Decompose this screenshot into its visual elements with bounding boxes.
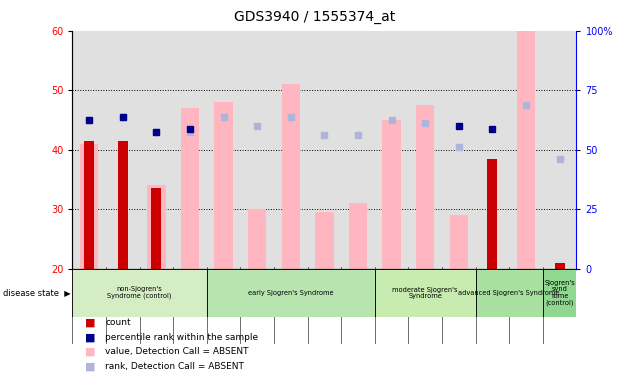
Text: GSM569484: GSM569484 bbox=[421, 269, 430, 316]
Text: non-Sjogren's
Syndrome (control): non-Sjogren's Syndrome (control) bbox=[107, 286, 172, 299]
Text: advanced Sjogren's Syndrome: advanced Sjogren's Syndrome bbox=[459, 290, 560, 296]
Text: GSM569481: GSM569481 bbox=[320, 269, 329, 315]
Bar bbox=[488, 159, 498, 269]
Text: GSM569472: GSM569472 bbox=[522, 269, 530, 316]
Bar bbox=[476, 269, 543, 317]
Text: disease state  ▶: disease state ▶ bbox=[3, 288, 71, 297]
Bar bbox=[416, 105, 435, 269]
Text: moderate Sjogren's
Syndrome: moderate Sjogren's Syndrome bbox=[392, 286, 458, 299]
Text: percentile rank within the sample: percentile rank within the sample bbox=[105, 333, 258, 342]
Bar bbox=[147, 185, 166, 269]
Text: GSM569473: GSM569473 bbox=[85, 269, 94, 316]
Bar bbox=[151, 189, 161, 269]
Bar bbox=[207, 269, 375, 317]
Text: GSM569482: GSM569482 bbox=[353, 269, 362, 315]
Text: count: count bbox=[105, 318, 131, 327]
Text: ■: ■ bbox=[85, 347, 96, 357]
Bar bbox=[382, 120, 401, 269]
Bar bbox=[282, 84, 300, 269]
Text: GSM569474: GSM569474 bbox=[118, 269, 127, 316]
Bar bbox=[181, 108, 199, 269]
Bar bbox=[80, 144, 98, 269]
Text: GSM569480: GSM569480 bbox=[287, 269, 295, 316]
Bar bbox=[543, 269, 576, 317]
Bar bbox=[118, 141, 128, 269]
Bar bbox=[375, 269, 476, 317]
Bar bbox=[84, 141, 94, 269]
Text: early Sjogren's Syndrome: early Sjogren's Syndrome bbox=[248, 290, 334, 296]
Text: Sjogren's
synd
rome
(control): Sjogren's synd rome (control) bbox=[544, 280, 575, 306]
Text: ■: ■ bbox=[85, 318, 96, 328]
Bar bbox=[349, 204, 367, 269]
Bar bbox=[72, 269, 207, 317]
Text: GSM569475: GSM569475 bbox=[152, 269, 161, 316]
Text: GSM569477: GSM569477 bbox=[555, 269, 564, 316]
Text: GSM569479: GSM569479 bbox=[253, 269, 261, 316]
Bar bbox=[517, 31, 536, 269]
Bar bbox=[214, 102, 233, 269]
Text: GDS3940 / 1555374_at: GDS3940 / 1555374_at bbox=[234, 10, 396, 23]
Text: ■: ■ bbox=[85, 332, 96, 342]
Text: rank, Detection Call = ABSENT: rank, Detection Call = ABSENT bbox=[105, 362, 244, 371]
Text: GSM569476: GSM569476 bbox=[186, 269, 195, 316]
Bar bbox=[315, 212, 334, 269]
Text: GSM569471: GSM569471 bbox=[488, 269, 497, 316]
Bar bbox=[248, 209, 266, 269]
Text: ■: ■ bbox=[85, 361, 96, 371]
Text: GSM569478: GSM569478 bbox=[219, 269, 228, 316]
Text: GSM569485: GSM569485 bbox=[454, 269, 463, 316]
Bar bbox=[450, 215, 468, 269]
Text: GSM569483: GSM569483 bbox=[387, 269, 396, 316]
Bar bbox=[554, 263, 564, 269]
Text: value, Detection Call = ABSENT: value, Detection Call = ABSENT bbox=[105, 347, 249, 356]
